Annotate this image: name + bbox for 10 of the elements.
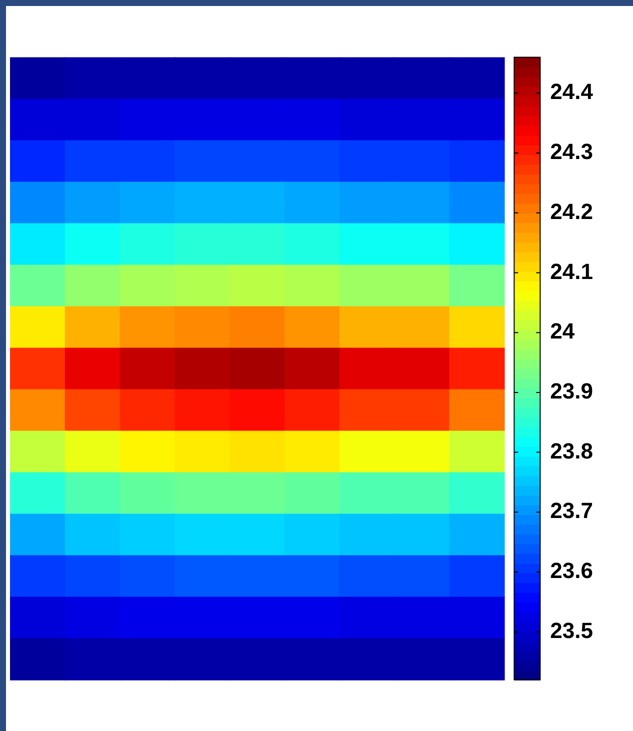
- color-bar-label: 24.3: [550, 139, 594, 164]
- color-bar-label: 24.1: [550, 258, 594, 284]
- color-bar-label: 24.4: [550, 79, 594, 104]
- color-bar-label: 23.6: [550, 558, 594, 584]
- color-bar-label: 23.7: [550, 498, 594, 524]
- color-bar-label: 23.5: [550, 618, 594, 643]
- color-bar-label: 23.8: [550, 438, 594, 464]
- color-bar-label: 23.9: [550, 378, 594, 404]
- color-bar-label: 24.2: [550, 198, 594, 224]
- color-bar-label: 24: [550, 318, 576, 344]
